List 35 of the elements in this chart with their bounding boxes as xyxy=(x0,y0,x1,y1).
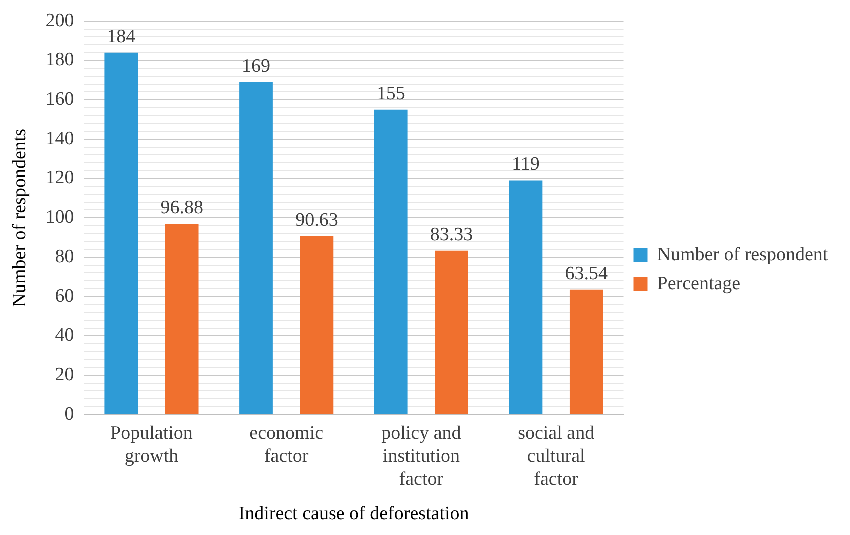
x-tick-label: policy and institution factor xyxy=(382,423,462,490)
data-label: 119 xyxy=(512,154,540,176)
y-tick-label: 140 xyxy=(46,128,74,150)
y-tick-label: 180 xyxy=(46,50,74,71)
x-tick-label: social and cultural factor xyxy=(518,423,596,490)
y-tick-label: 100 xyxy=(46,207,74,228)
y-tick-label: 200 xyxy=(46,10,74,32)
y-tick-label: 40 xyxy=(55,325,74,346)
bar xyxy=(509,180,543,414)
data-label: 184 xyxy=(107,26,136,48)
x-tick-label: Population growth xyxy=(110,423,194,467)
bar xyxy=(240,82,273,414)
bar xyxy=(300,236,334,414)
y-axis-title: Number of respondents xyxy=(9,128,30,308)
x-axis-title: Indirect cause of deforestation xyxy=(238,504,470,525)
y-tick-label: 160 xyxy=(46,89,74,110)
data-label: 63.54 xyxy=(565,263,609,284)
data-label: 96.88 xyxy=(160,198,204,219)
y-tick-label: 20 xyxy=(55,364,74,386)
legend-label: Percentage xyxy=(657,273,741,294)
bar xyxy=(374,110,408,414)
data-label: 169 xyxy=(242,56,270,77)
legend-label: Number of respondent xyxy=(657,244,829,266)
data-label: 155 xyxy=(376,83,406,104)
bar xyxy=(435,250,468,414)
x-tick-label: economic factor xyxy=(250,423,324,467)
bar xyxy=(165,224,199,414)
data-label: 83.33 xyxy=(430,224,474,246)
bar xyxy=(104,52,138,414)
y-tick-label: 60 xyxy=(55,286,74,307)
y-tick-label: 80 xyxy=(55,246,74,268)
data-label: 90.63 xyxy=(296,210,338,232)
bar xyxy=(570,290,604,414)
y-tick-label: 120 xyxy=(46,168,74,189)
y-tick-label: 0 xyxy=(64,404,74,425)
